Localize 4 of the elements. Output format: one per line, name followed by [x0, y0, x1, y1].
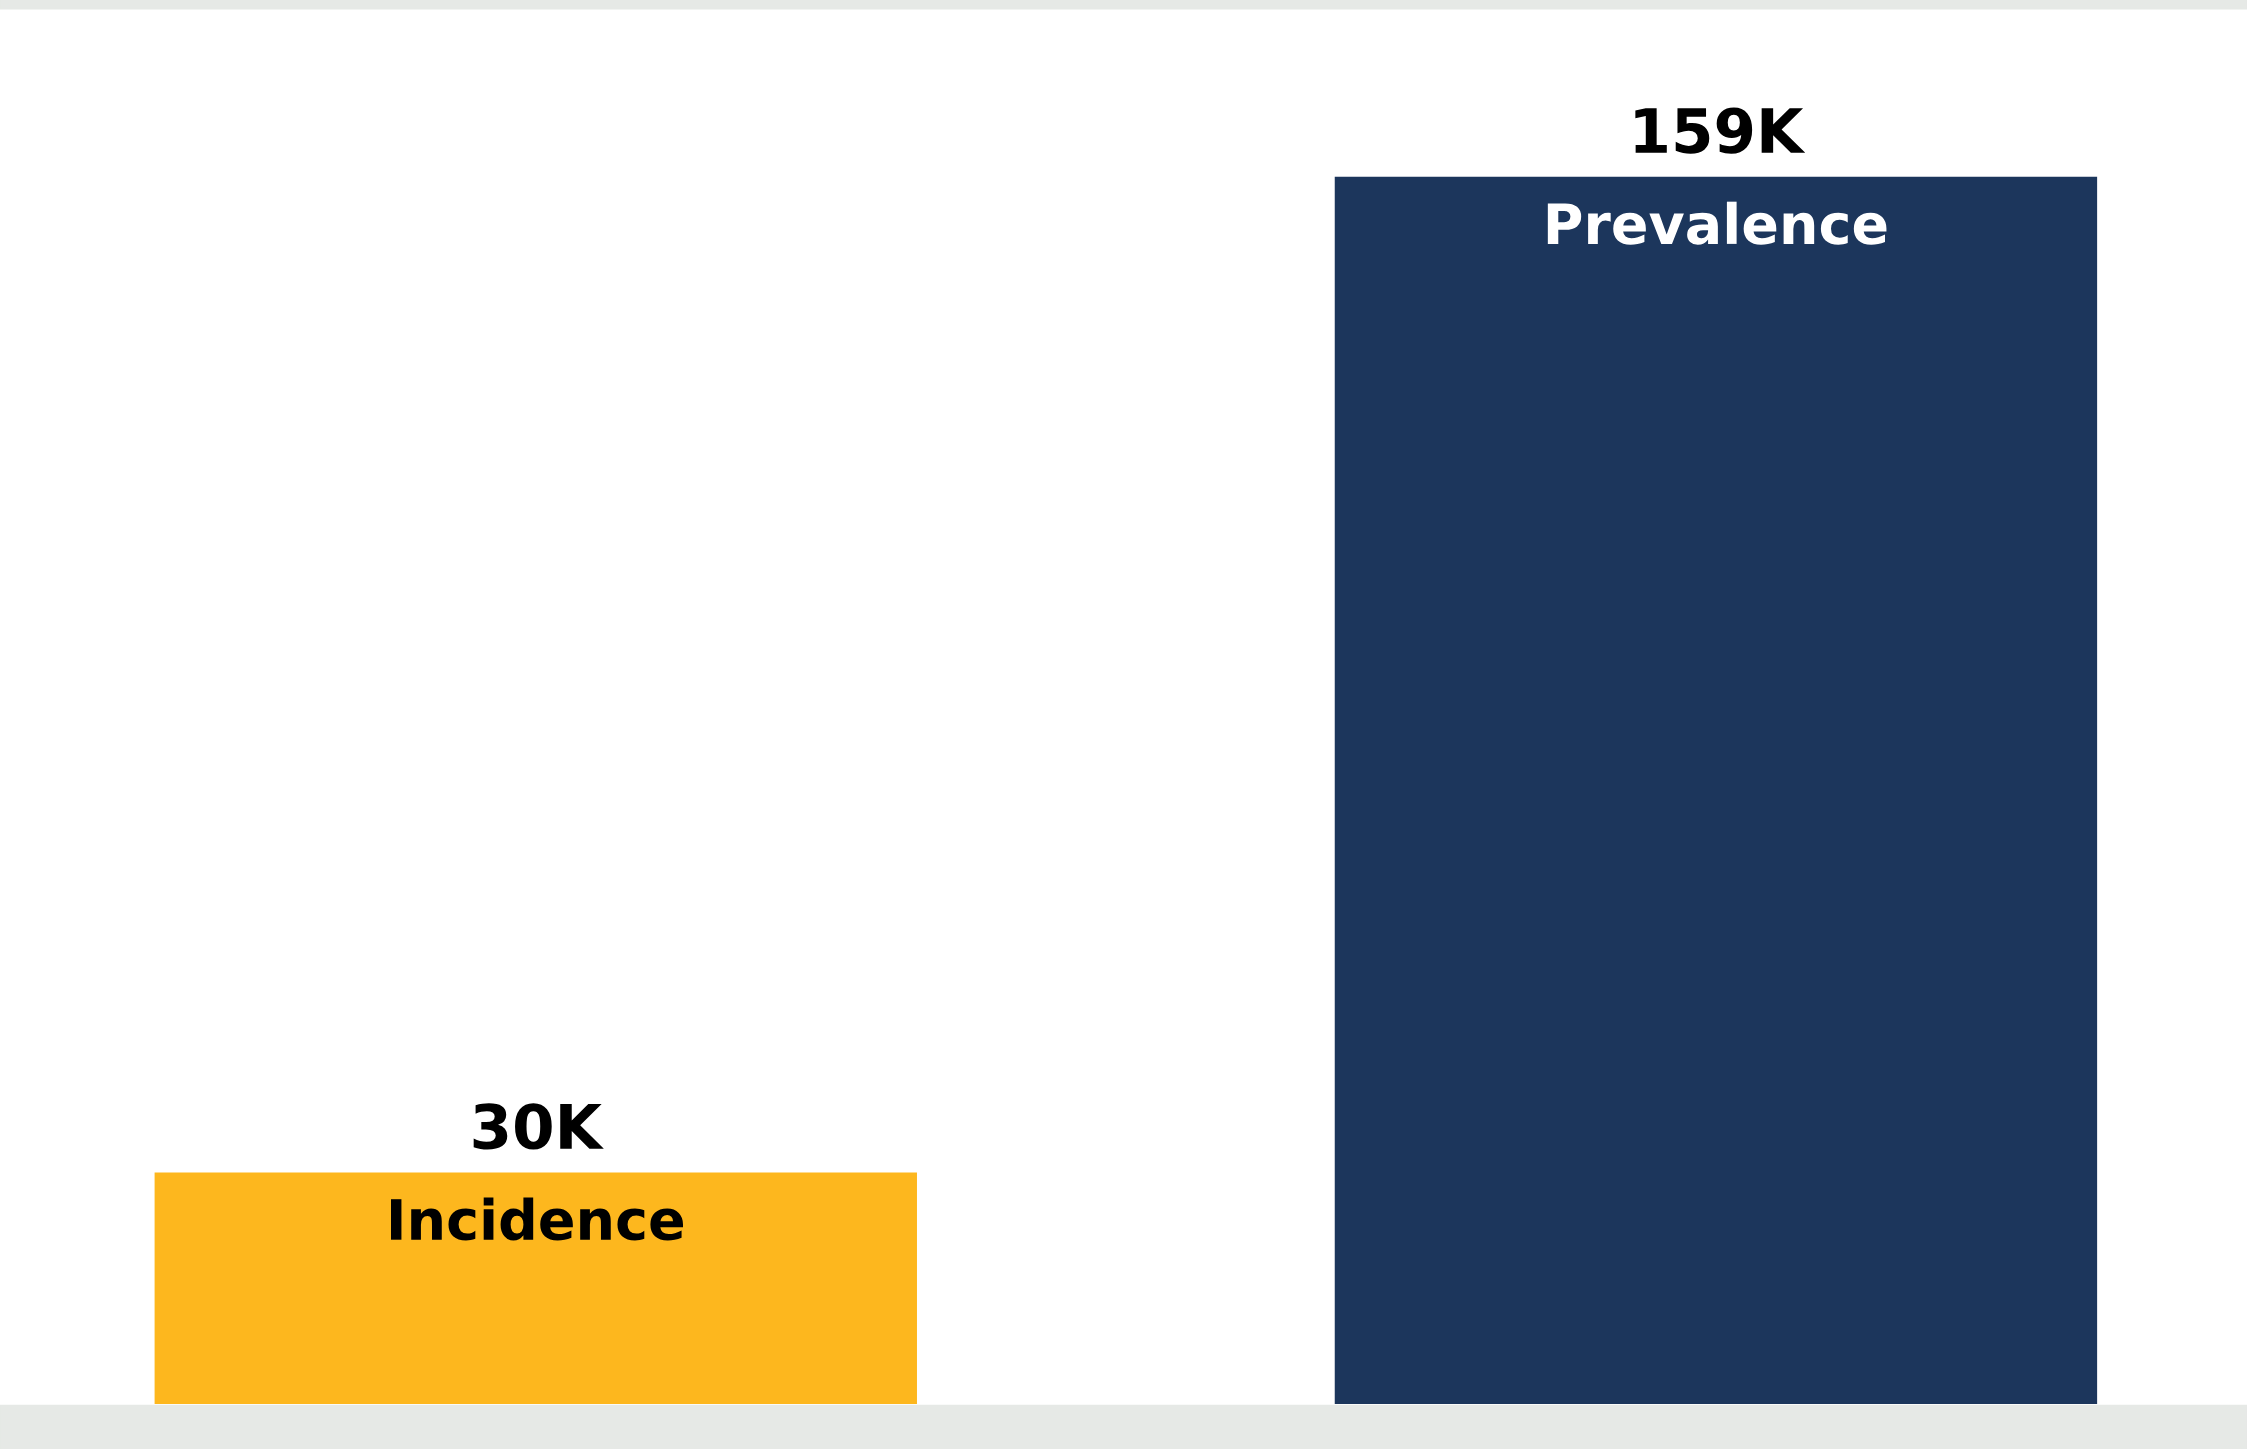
- data-label: 159K: [1635, 107, 1806, 154]
- data-label: 30K: [473, 1103, 604, 1150]
- x-tick-label: Incidence: [390, 1197, 683, 1241]
- x-tick-label: Prevalence: [1547, 201, 1887, 245]
